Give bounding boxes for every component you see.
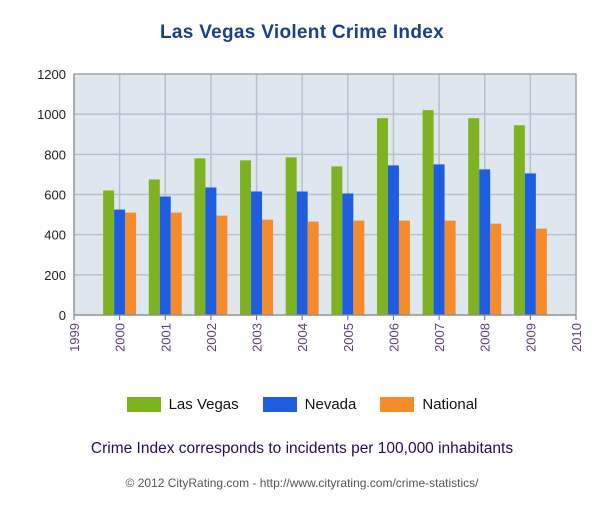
y-tick-label: 600 — [44, 188, 66, 203]
bar-nevada — [342, 193, 354, 315]
y-tick-label: 0 — [59, 308, 66, 323]
chart-note: Crime Index corresponds to incidents per… — [90, 440, 514, 457]
bar-national — [444, 220, 456, 315]
bar-national — [353, 220, 365, 315]
bar-nevada — [479, 169, 491, 315]
legend-label-las-vegas: Las Vegas — [168, 396, 239, 413]
x-tick-label: 2001 — [158, 323, 173, 352]
bar-las-vegas — [148, 179, 160, 315]
y-tick-label: 800 — [44, 147, 66, 162]
y-tick-label: 1000 — [37, 107, 66, 122]
legend-swatch-las-vegas — [126, 397, 161, 412]
bar-national — [125, 212, 137, 315]
x-tick-label: 1999 — [67, 323, 82, 352]
x-tick-label: 2005 — [341, 323, 356, 352]
bar-nevada — [296, 191, 308, 315]
chart-legend: Las Vegas Nevada National — [0, 396, 604, 413]
bar-las-vegas — [513, 125, 525, 316]
legend-label-nevada: Nevada — [304, 396, 357, 413]
legend-label-national: National — [422, 396, 478, 413]
bar-nevada — [387, 165, 399, 315]
bar-national — [262, 219, 274, 315]
legend-swatch-nevada — [262, 397, 297, 412]
x-tick-label: 2008 — [478, 323, 493, 352]
x-tick-label: 2007 — [432, 323, 447, 352]
bar-las-vegas — [103, 190, 115, 315]
legend-swatch-national — [380, 397, 415, 412]
x-tick-label: 2010 — [569, 323, 584, 352]
plot-border — [73, 73, 577, 316]
bar-las-vegas — [194, 158, 206, 315]
bar-las-vegas — [240, 160, 252, 315]
chart-title: Las Vegas Violent Crime Index — [160, 22, 444, 43]
bar-las-vegas — [331, 166, 343, 315]
bar-las-vegas — [468, 118, 480, 315]
bar-nevada — [159, 196, 171, 315]
bar-national — [216, 215, 228, 315]
legend-item-national: National — [380, 396, 477, 413]
x-tick-label: 2003 — [250, 323, 265, 352]
bar-national — [398, 220, 410, 315]
legend-item-nevada: Nevada — [262, 396, 357, 413]
x-tick-label: 2004 — [295, 323, 310, 352]
bar-nevada — [524, 173, 536, 315]
bar-nevada — [433, 164, 445, 315]
bar-national — [490, 223, 502, 315]
x-tick-label: 2006 — [386, 323, 401, 352]
x-tick-label: 2000 — [113, 323, 128, 352]
bar-las-vegas — [285, 157, 297, 315]
copyright-footer: © 2012 CityRating.com - http://www.cityr… — [125, 476, 479, 490]
bar-las-vegas — [376, 118, 388, 315]
bar-national — [170, 212, 182, 315]
bar-national — [535, 228, 547, 315]
bar-las-vegas — [422, 110, 434, 316]
x-tick-label: 2002 — [204, 323, 219, 352]
bar-nevada — [251, 191, 263, 315]
bar-nevada — [205, 187, 217, 315]
bar-national — [307, 221, 319, 315]
y-tick-label: 1200 — [37, 67, 66, 82]
legend-item-las-vegas: Las Vegas — [126, 396, 239, 413]
y-tick-label: 400 — [44, 228, 66, 243]
y-tick-label: 200 — [44, 268, 66, 283]
x-tick-label: 2009 — [523, 323, 538, 352]
bar-nevada — [114, 209, 126, 315]
